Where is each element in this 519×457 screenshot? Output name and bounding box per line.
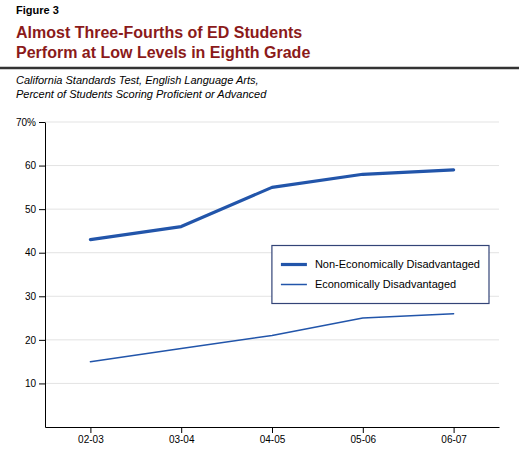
y-tick-mark bbox=[39, 166, 45, 167]
x-tick-mark bbox=[181, 427, 182, 433]
y-tick-label: 60 bbox=[25, 160, 37, 171]
title: Almost Three-Fourths of ED Students Perfo… bbox=[16, 24, 310, 61]
y-tick-mark bbox=[39, 340, 45, 341]
x-tick-label: 03-04 bbox=[169, 434, 195, 445]
x-tick-label: 05-06 bbox=[351, 434, 377, 445]
legend: Non-Economically Disadvantaged Economical… bbox=[272, 246, 489, 304]
y-tick: 30 bbox=[25, 291, 45, 302]
legend-box bbox=[272, 246, 489, 304]
y-tick: 20 bbox=[25, 335, 45, 346]
legend-item: Economically Disadvantaged bbox=[281, 278, 456, 290]
x-tick-label: 06-07 bbox=[441, 434, 467, 445]
grid-line bbox=[45, 383, 499, 384]
legend-label: Non-Economically Disadvantaged bbox=[315, 258, 480, 270]
y-tick: 10 bbox=[25, 378, 45, 389]
chart-svg: Figure 3 Almost Three-Fourths of ED Stude… bbox=[0, 0, 519, 457]
y-tick-mark bbox=[39, 253, 45, 254]
subtitle: California Standards Test, English Langu… bbox=[16, 74, 267, 100]
y-tick-mark bbox=[39, 296, 45, 297]
x-tick-label: 02-03 bbox=[78, 434, 104, 445]
y-tick-label: 20 bbox=[25, 335, 37, 346]
y-tick-label: 30 bbox=[25, 291, 37, 302]
x-tick-mark bbox=[363, 427, 364, 433]
y-axis: 10 20 30 40 50 60 70% bbox=[16, 117, 46, 428]
legend-swatch bbox=[281, 284, 307, 286]
y-axis-line bbox=[45, 123, 46, 428]
y-tick: 70% bbox=[16, 117, 45, 128]
legend-label: Economically Disadvantaged bbox=[315, 278, 456, 290]
subtitle-line: California Standards Test, English Langu… bbox=[16, 74, 259, 86]
grid bbox=[45, 122, 499, 383]
y-tick: 60 bbox=[25, 160, 45, 171]
grid-line bbox=[45, 339, 499, 340]
y-tick-label: 10 bbox=[25, 378, 37, 389]
divider bbox=[0, 67, 519, 70]
x-tick-mark bbox=[90, 427, 91, 433]
series-line bbox=[90, 314, 453, 362]
y-tick-label: 40 bbox=[25, 247, 37, 258]
x-tick: 06-07 bbox=[441, 427, 467, 445]
x-tick: 04-05 bbox=[260, 427, 286, 445]
y-tick: 40 bbox=[25, 247, 45, 258]
chart-container: Figure 3 Almost Three-Fourths of ED Stude… bbox=[0, 0, 519, 457]
grid-line bbox=[45, 122, 499, 123]
y-tick-label: 50 bbox=[25, 204, 37, 215]
grid-line bbox=[45, 165, 499, 166]
x-tick: 02-03 bbox=[78, 427, 104, 445]
y-tick-label: 70% bbox=[16, 117, 36, 128]
x-tick: 03-04 bbox=[169, 427, 195, 445]
x-tick-mark bbox=[454, 427, 455, 433]
x-tick: 05-06 bbox=[351, 427, 377, 445]
grid-line bbox=[45, 209, 499, 210]
y-tick-mark bbox=[39, 209, 45, 210]
y-tick-mark bbox=[39, 383, 45, 384]
legend-swatch bbox=[281, 263, 307, 266]
title-line: Almost Three-Fourths of ED Students bbox=[16, 24, 302, 41]
legend-item: Non-Economically Disadvantaged bbox=[281, 258, 480, 270]
subtitle-line: Percent of Students Scoring Proficient o… bbox=[16, 88, 267, 100]
series-line bbox=[90, 170, 453, 240]
x-tick-label: 04-05 bbox=[260, 434, 286, 445]
figure-label: Figure 3 bbox=[16, 4, 59, 16]
title-line: Perform at Low Levels in Eighth Grade bbox=[16, 44, 310, 61]
x-axis: 02-03 03-04 04-05 05-06 06-07 bbox=[46, 427, 500, 445]
y-tick: 50 bbox=[25, 204, 45, 215]
x-tick-mark bbox=[272, 427, 273, 433]
plot: 10 20 30 40 50 60 70% 02-03 03-04 04-05 05-06 06-07… bbox=[16, 117, 500, 445]
y-tick-mark bbox=[39, 122, 45, 123]
header: Figure 3 Almost Three-Fourths of ED Stude… bbox=[0, 4, 519, 100]
